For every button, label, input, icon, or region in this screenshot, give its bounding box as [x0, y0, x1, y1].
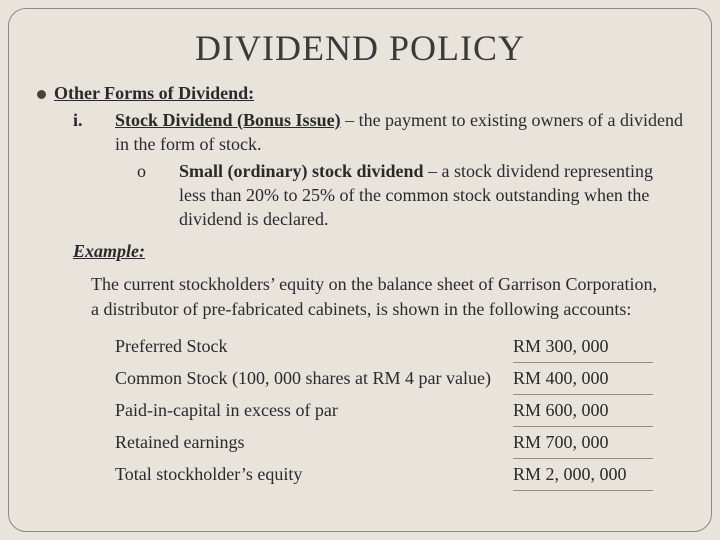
equity-table: Preferred Stock RM 300, 000 Common Stock… [115, 333, 653, 492]
row-value: RM 2, 000, 000 [513, 461, 653, 491]
table-row: Preferred Stock RM 300, 000 [115, 333, 653, 365]
term-stock-dividend: Stock Dividend (Bonus Issue) [115, 110, 341, 130]
row-label: Retained earnings [115, 429, 513, 461]
example-text: The current stockholders’ equity on the … [91, 272, 663, 321]
page-title: DIVIDEND POLICY [37, 27, 683, 69]
term-small-dividend: Small (ordinary) stock dividend [179, 161, 424, 181]
bullet-icon [37, 90, 46, 99]
section-row: Other Forms of Dividend: [37, 83, 683, 104]
row-value: RM 600, 000 [513, 397, 653, 427]
slide-frame: DIVIDEND POLICY Other Forms of Dividend:… [8, 8, 712, 532]
section-heading: Other Forms of Dividend: [54, 83, 254, 104]
row-label: Preferred Stock [115, 333, 513, 365]
row-value: RM 400, 000 [513, 365, 653, 395]
list-item-body: Stock Dividend (Bonus Issue) – the payme… [115, 108, 683, 157]
table-row: Common Stock (100, 000 shares at RM 4 pa… [115, 365, 653, 397]
row-value: RM 300, 000 [513, 333, 653, 363]
list-item: i. Stock Dividend (Bonus Issue) – the pa… [73, 108, 683, 157]
table-row: Total stockholder’s equity RM 2, 000, 00… [115, 461, 653, 493]
table-row: Paid-in-capital in excess of par RM 600,… [115, 397, 653, 429]
sub-marker: o [137, 159, 179, 232]
example-label: Example: [73, 241, 683, 262]
roman-marker: i. [73, 108, 115, 157]
sublist-item: o Small (ordinary) stock dividend – a st… [137, 159, 683, 232]
sublist-item-body: Small (ordinary) stock dividend – a stoc… [179, 159, 683, 232]
row-label: Common Stock (100, 000 shares at RM 4 pa… [115, 365, 513, 397]
row-label: Paid-in-capital in excess of par [115, 397, 513, 429]
row-value: RM 700, 000 [513, 429, 653, 459]
table-row: Retained earnings RM 700, 000 [115, 429, 653, 461]
row-label: Total stockholder’s equity [115, 461, 513, 493]
